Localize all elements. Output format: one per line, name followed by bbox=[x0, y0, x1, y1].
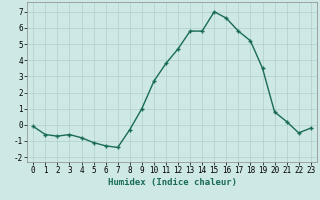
X-axis label: Humidex (Indice chaleur): Humidex (Indice chaleur) bbox=[108, 178, 236, 187]
